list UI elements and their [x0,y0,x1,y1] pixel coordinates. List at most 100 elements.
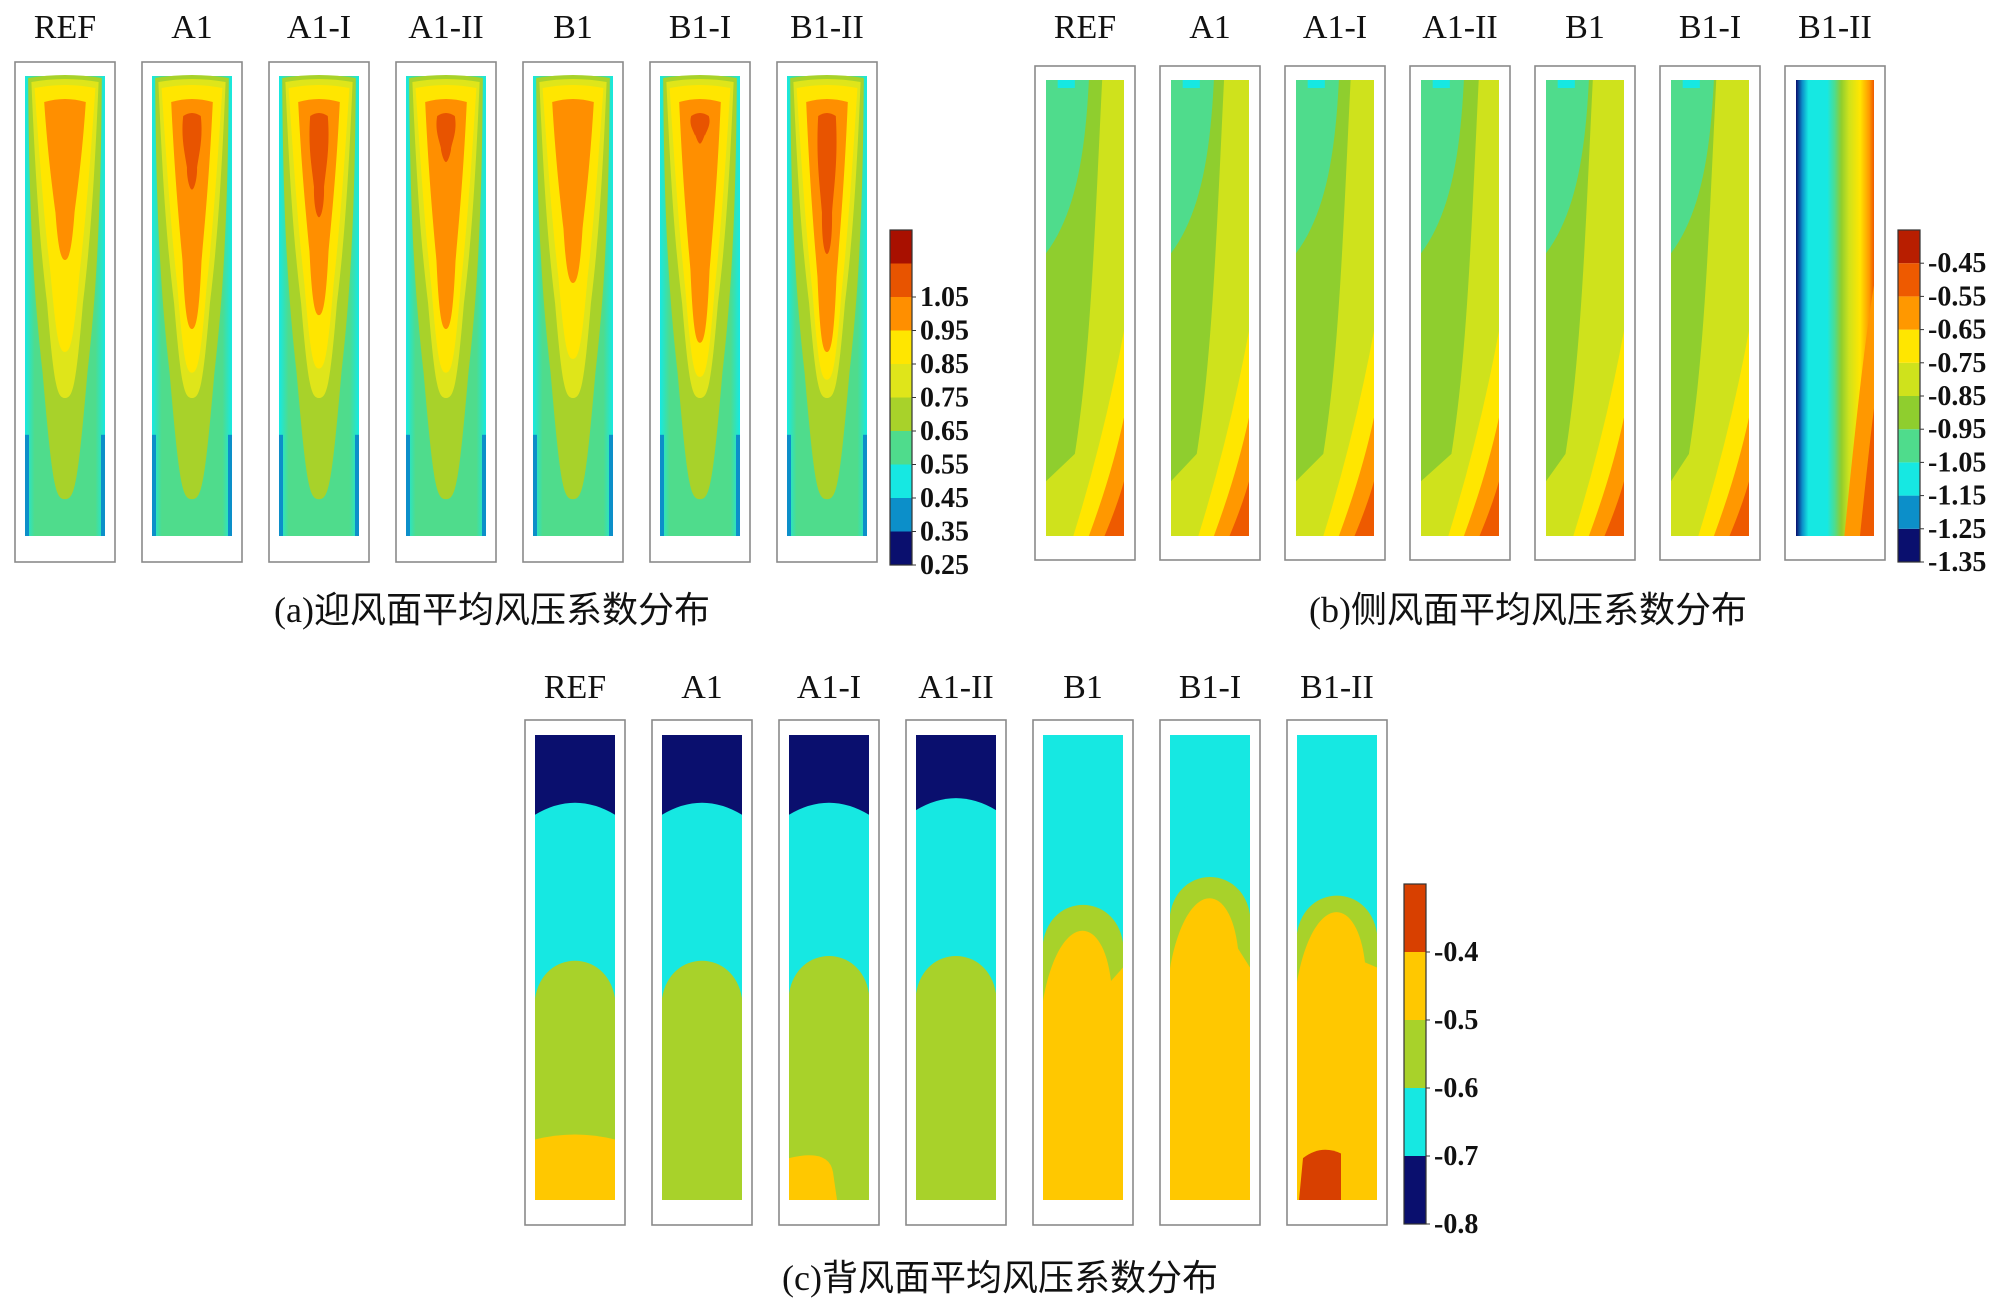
colorbar-tick-label: 0.75 [920,383,969,414]
contour-band-105 [1671,80,1714,254]
case-label-a: A1-I [287,9,351,46]
colorbar-tick-label: 0.85 [920,349,969,380]
case-label-b: B1 [1565,9,1605,46]
contour-band-035 [736,434,740,536]
case-label-a: B1 [553,9,593,46]
contour-band-055 [1604,481,1624,536]
panel-b-a1-ii: A1-II [1409,9,1511,561]
case-label-c: B1-II [1300,669,1374,706]
colorbar-swatch [1898,329,1920,363]
contour-band-065 [1713,417,1749,536]
contour-band-105 [182,113,202,190]
contour-band-055 [1229,481,1249,536]
case-label-a: A1 [171,9,213,46]
case-label-a: B1-I [669,9,731,46]
colorbar-swatch [890,263,912,297]
contour-band-065 [1338,417,1374,536]
contour-band-05 [535,1134,615,1200]
case-label-b: A1-I [1303,9,1367,46]
panel-a-a1: A1 [141,9,243,563]
case-label-c: B1-I [1179,669,1241,706]
colorbar-tick-label: 0.35 [920,517,969,548]
contour-band-115 [1557,80,1575,88]
panel-c-a1-i: A1-I [778,669,880,1226]
contour-band-095 [425,99,467,329]
panel-c-b1-i: B1-I [1159,669,1261,1226]
contour-band-055 [1479,481,1499,536]
panel-b-a1: A1 [1159,9,1261,561]
colorbar-swatch [1898,230,1920,264]
colorbar-b: -1.35-1.25-1.15-1.05-0.95-0.85-0.75-0.65… [1897,229,1986,578]
contour-band-05 [1170,898,1250,1200]
contour-band-035 [660,434,664,536]
panel-c-b1-ii: B1-II [1286,669,1388,1226]
contour-band-035 [25,434,29,536]
contour-band-105 [309,113,329,218]
contour-band-115 [1057,80,1075,88]
case-label-b: REF [1054,9,1116,46]
colorbar-tick-label: 0.65 [920,416,969,447]
contour-band-035 [279,434,283,536]
panel-a-ref: REF [14,9,116,563]
colorbar-tick-label: -0.7 [1434,1141,1478,1172]
contour-band-105 [690,113,710,144]
contour-band-06 [662,960,742,1200]
colorbar-tick-label: 0.25 [920,550,969,581]
case-label-c: REF [544,669,606,706]
colorbar-swatch [890,531,912,565]
colorbar-tick-label: -0.95 [1928,414,1986,445]
contour-band-105 [817,113,837,254]
colorbar-swatch [1898,528,1920,562]
chart-a-windward: REF A1 A1-I A1-II B1 B1-I B1-II 0.250.350.450.5… [14,9,969,581]
contour-band-06 [916,956,996,1200]
colorbar-swatch [890,330,912,364]
colorbar-swatch [1898,462,1920,496]
colorbar-swatch [890,297,912,331]
colorbar-swatch [1404,1020,1426,1088]
contour-band-065 [1588,417,1624,536]
contour-band-035 [228,434,232,536]
colorbar-swatch [890,498,912,532]
colorbar-frame [1403,883,1427,1225]
contour-band-065 [1213,417,1249,536]
contour-band-095 [679,99,721,343]
colorbar-tick-label: -0.4 [1434,937,1478,968]
case-label-a: A1-II [408,9,484,46]
contour-band-05 [789,1155,837,1200]
contour-band-035 [355,434,359,536]
case-label-a: B1-II [790,9,864,46]
colorbar-a: 0.250.350.450.550.650.750.850.951.05 [889,229,969,581]
contour-band-095 [44,99,86,260]
caption-b: (b)侧风面平均风压系数分布 [1309,590,1747,630]
panel-b-b1-i: B1-I [1659,9,1761,561]
contour-band-055 [1729,481,1749,536]
panel-a-a1-ii: A1-II [395,9,497,563]
contour-band-055 [1104,481,1124,536]
panel-b-ref: REF [1034,9,1136,561]
contour-band-035 [533,434,537,536]
contour-band-055 [1354,481,1374,536]
panel-a-b1: B1 [522,9,624,563]
contour-band-095 [171,99,213,329]
contour-band-105 [436,113,456,162]
colorbar-swatch [1898,396,1920,430]
colorbar-swatch [1404,1088,1426,1156]
contour-band-05 [1043,930,1123,1200]
case-label-c: A1 [681,669,723,706]
colorbar-swatch [1898,296,1920,330]
colorbar-tick-label: -1.05 [1928,447,1986,478]
panel-b-b1-ii: B1-II [1784,9,1886,561]
colorbar-tick-label: -1.35 [1928,547,1986,578]
contour-band-055 [1859,408,1874,536]
colorbar-tick-label: -0.85 [1928,381,1986,412]
contour-band-115 [1432,80,1450,88]
case-label-b: A1-II [1422,9,1498,46]
contour-band-035 [863,434,867,536]
contour-band-095 [552,99,594,283]
panel-c-b1: B1 [1032,669,1134,1226]
colorbar-tick-label: 0.55 [920,450,969,481]
colorbar-tick-label: -1.15 [1928,481,1986,512]
colorbar-tick-label: -0.75 [1928,348,1986,379]
colorbar-tick-label: -1.25 [1928,514,1986,545]
